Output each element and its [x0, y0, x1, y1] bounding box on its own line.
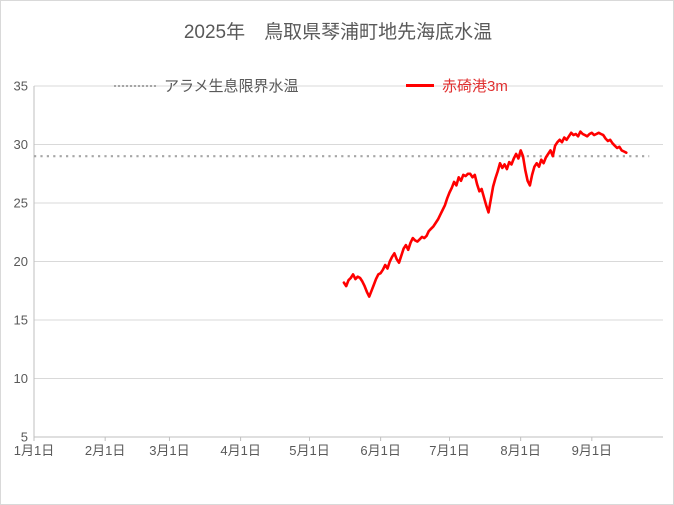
x-axis-tick-label: 2月1日 — [85, 443, 125, 458]
x-axis-tick-label: 1月1日 — [14, 443, 54, 458]
x-axis-tick-label: 5月1日 — [289, 443, 329, 458]
legend-label-threshold: アラメ生息限界水温 — [164, 78, 299, 95]
x-axis-tick-label: 7月1日 — [429, 443, 469, 458]
x-axis-tick-label: 9月1日 — [572, 443, 612, 458]
legend-item-threshold: アラメ生息限界水温 — [114, 77, 299, 95]
series-line-akasaki — [342, 130, 628, 298]
legend-marker-solid-line-icon — [406, 84, 434, 87]
y-axis-tick-label: 5 — [21, 430, 28, 445]
x-axis-tick-label: 8月1日 — [500, 443, 540, 458]
y-axis-tick-label: 20 — [14, 254, 28, 269]
y-axis-tick-label: 10 — [14, 371, 28, 386]
y-axis-tick-label: 35 — [14, 79, 28, 94]
legend-item-akasaki: 赤碕港3m — [406, 77, 508, 95]
x-axis-tick-label: 6月1日 — [360, 443, 400, 458]
y-axis-tick-label: 15 — [14, 313, 28, 328]
x-axis-tick-label: 4月1日 — [220, 443, 260, 458]
y-axis-tick-label: 30 — [14, 137, 28, 152]
y-axis-tick-label: 25 — [14, 196, 28, 211]
legend-marker-dotted-line-icon — [114, 84, 156, 87]
x-axis-tick-label: 3月1日 — [149, 443, 189, 458]
legend-label-akasaki: 赤碕港3m — [442, 78, 508, 95]
chart-title: 2025年 鳥取県琴浦町地先海底水温 — [183, 22, 493, 43]
